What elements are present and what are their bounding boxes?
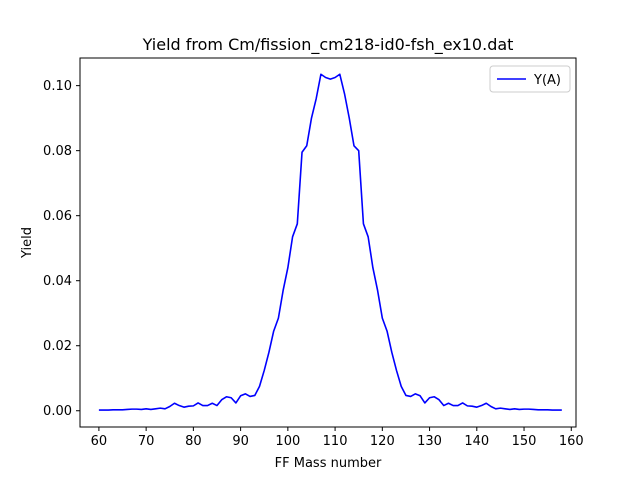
y-axis: 0.00 0.02 0.04 0.06 0.08 0.10 — [43, 79, 80, 419]
x-tick-label: 80 — [185, 434, 202, 449]
x-tick-label: 60 — [91, 434, 108, 449]
x-tick-label: 110 — [323, 434, 348, 449]
y-tick-label: 0.10 — [43, 79, 72, 94]
legend-label-y-a: Y(A) — [533, 73, 561, 88]
y-tick-label: 0.02 — [43, 339, 72, 354]
x-tick-label: 120 — [370, 434, 395, 449]
x-tick-label: 70 — [138, 434, 155, 449]
legend: Y(A) — [489, 65, 571, 93]
y-tick-label: 0.06 — [43, 209, 72, 224]
y-axis-label: Yield — [20, 227, 35, 259]
x-tick-label: 160 — [559, 434, 584, 449]
y-tick-label: 0.00 — [43, 404, 72, 419]
y-tick-label: 0.08 — [43, 144, 72, 159]
x-axis: 60 70 80 90 100 110 120 130 140 150 160 — [91, 427, 584, 449]
x-tick-label: 140 — [464, 434, 489, 449]
legend-box — [489, 65, 571, 93]
chart-title: Yield from Cm/fission_cm218-id0-fsh_ex10… — [142, 35, 514, 55]
x-tick-label: 100 — [275, 434, 300, 449]
x-axis-label: FF Mass number — [275, 456, 382, 471]
x-tick-label: 150 — [512, 434, 537, 449]
x-tick-label: 130 — [417, 434, 442, 449]
series-line-y-a — [98, 73, 562, 411]
plot-frame — [79, 57, 577, 428]
x-tick-label: 90 — [232, 434, 249, 449]
y-tick-label: 0.04 — [43, 274, 72, 289]
